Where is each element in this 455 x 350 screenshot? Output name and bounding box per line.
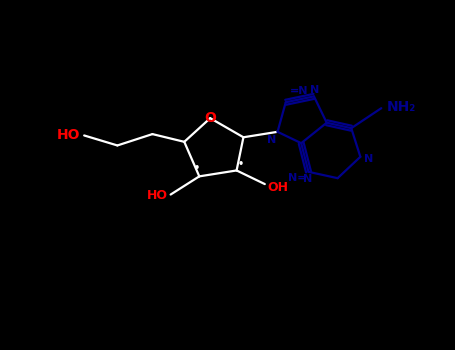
Text: O: O [204, 111, 216, 125]
Text: N=: N= [288, 173, 306, 183]
Text: •: • [238, 159, 244, 169]
Text: N: N [303, 174, 312, 184]
Text: •: • [194, 163, 200, 173]
Text: N: N [268, 135, 277, 145]
Text: =N: =N [290, 86, 308, 96]
Text: N: N [364, 154, 373, 164]
Text: HO: HO [57, 127, 81, 141]
Text: OH: OH [267, 181, 288, 194]
Text: NH₂: NH₂ [387, 100, 416, 114]
Text: N: N [310, 85, 319, 95]
Text: HO: HO [147, 189, 168, 202]
